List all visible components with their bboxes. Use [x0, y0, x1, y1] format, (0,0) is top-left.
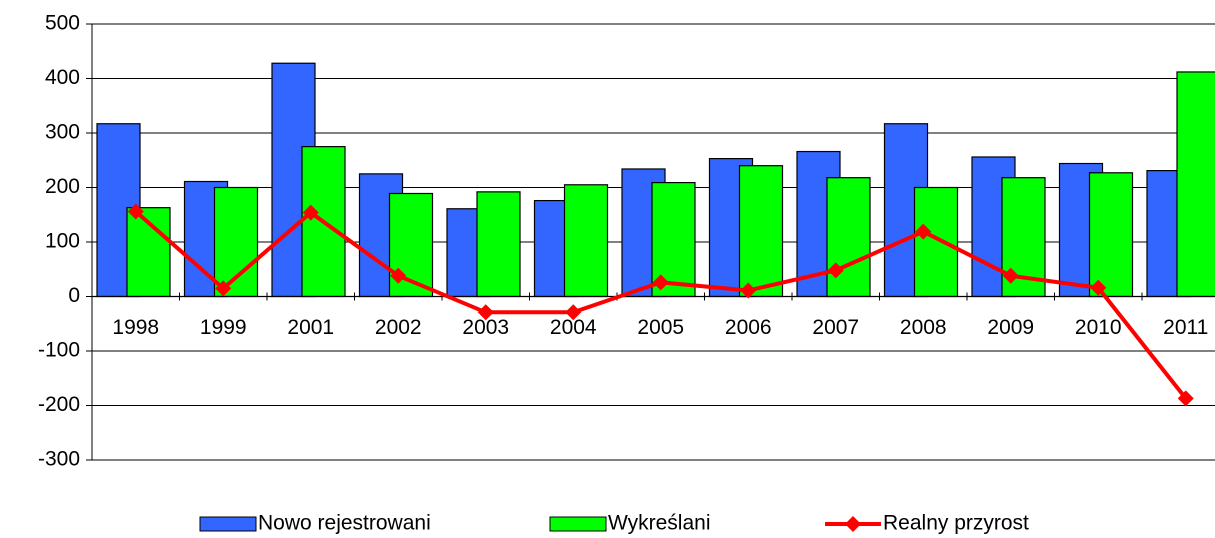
line-marker: [652, 274, 669, 291]
line-marker: [1090, 279, 1107, 296]
y-tick-label: -100: [38, 339, 80, 362]
bar: [1176, 71, 1215, 298]
line-marker: [1177, 390, 1194, 407]
bar: [1088, 172, 1134, 298]
x-tick-label: 2002: [375, 316, 422, 339]
legend-label: Realny przyrost: [883, 512, 1029, 535]
legend-label: Wykreślani: [608, 512, 711, 535]
legend-swatch: [199, 516, 257, 532]
line-marker: [215, 280, 232, 297]
y-tick-label: 100: [45, 230, 80, 253]
legend-swatch: [549, 516, 607, 532]
y-tick-label: -200: [38, 393, 80, 416]
y-tick-label: 0: [68, 284, 80, 307]
x-tick-label: 2010: [1075, 316, 1122, 339]
bar: [476, 191, 521, 298]
line-marker: [127, 203, 144, 220]
x-tick-label: 2006: [725, 316, 772, 339]
line-marker: [302, 204, 319, 221]
x-tick-label: 2008: [900, 316, 947, 339]
y-tick-label: 400: [45, 66, 80, 89]
line-marker: [565, 304, 582, 321]
line-marker: [827, 262, 844, 279]
x-tick-label: 2007: [812, 316, 859, 339]
x-tick-label: 2009: [987, 316, 1034, 339]
y-tick-label: 200: [45, 175, 80, 198]
legend-label: Nowo rejestrowani: [258, 512, 431, 535]
line-marker: [477, 304, 494, 321]
bar: [213, 186, 259, 298]
x-tick-label: 2005: [637, 316, 684, 339]
x-tick-label: 2003: [462, 316, 509, 339]
line-marker: [740, 282, 757, 299]
x-tick-label: 1998: [112, 316, 159, 339]
y-tick-label: -300: [38, 448, 80, 471]
bar: [826, 177, 871, 298]
x-tick-label: 1999: [200, 316, 247, 339]
y-tick-label: 300: [45, 121, 80, 144]
bar: [563, 184, 609, 298]
bar: [913, 186, 959, 298]
x-tick-label: 2004: [550, 316, 597, 339]
x-tick-label: 2001: [287, 316, 334, 339]
line-marker: [390, 267, 407, 284]
x-tick-label: 2011: [1163, 316, 1208, 339]
y-tick-label: 500: [45, 12, 80, 35]
bar: [738, 165, 784, 298]
legend-marker: [845, 516, 861, 532]
line-marker: [915, 223, 932, 240]
line-marker: [1002, 267, 1019, 284]
